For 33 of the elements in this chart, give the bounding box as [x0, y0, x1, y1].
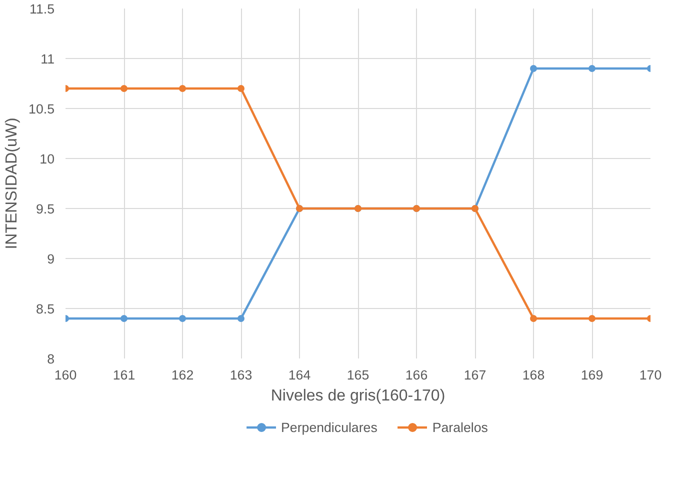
- point: [530, 315, 537, 322]
- x-tick-label: 169: [580, 368, 604, 382]
- point: [588, 315, 596, 322]
- point: [238, 85, 244, 92]
- y-axis-title: INTENSIDAD(uW): [4, 118, 21, 250]
- x-tick-label: 170: [639, 368, 662, 382]
- legend-label: Perpendiculares: [281, 420, 378, 434]
- y-tick-label: 11: [40, 52, 55, 66]
- x-axis-title: Niveles de gris(160-170): [270, 388, 446, 404]
- point: [588, 65, 596, 72]
- point: [179, 315, 186, 322]
- legend-label: Paralelos: [432, 420, 488, 434]
- point: [179, 85, 186, 92]
- y-tick-label: 8: [47, 352, 55, 366]
- x-tick-label: 166: [405, 368, 428, 382]
- point: [120, 85, 128, 92]
- x-tick-label: 163: [230, 368, 252, 382]
- y-tick-label: 9: [47, 252, 55, 266]
- y-tick-label: 10.5: [28, 102, 55, 116]
- y-tick-label: 8.5: [36, 302, 55, 316]
- point: [530, 65, 537, 72]
- y-tick-label: 9.5: [36, 202, 55, 216]
- point: [238, 315, 244, 322]
- x-tick-label: 161: [112, 368, 136, 382]
- x-tick-label: 160: [54, 368, 77, 382]
- x-tick-label: 165: [346, 368, 370, 382]
- x-tick-label: 164: [288, 368, 312, 382]
- y-tick-label: 11.5: [30, 2, 54, 16]
- x-tick-label: 162: [171, 368, 194, 382]
- x-tick-label: 168: [522, 368, 545, 382]
- y-tick-label: 10: [40, 152, 55, 166]
- x-tick-label: 167: [464, 368, 486, 382]
- point: [120, 315, 128, 322]
